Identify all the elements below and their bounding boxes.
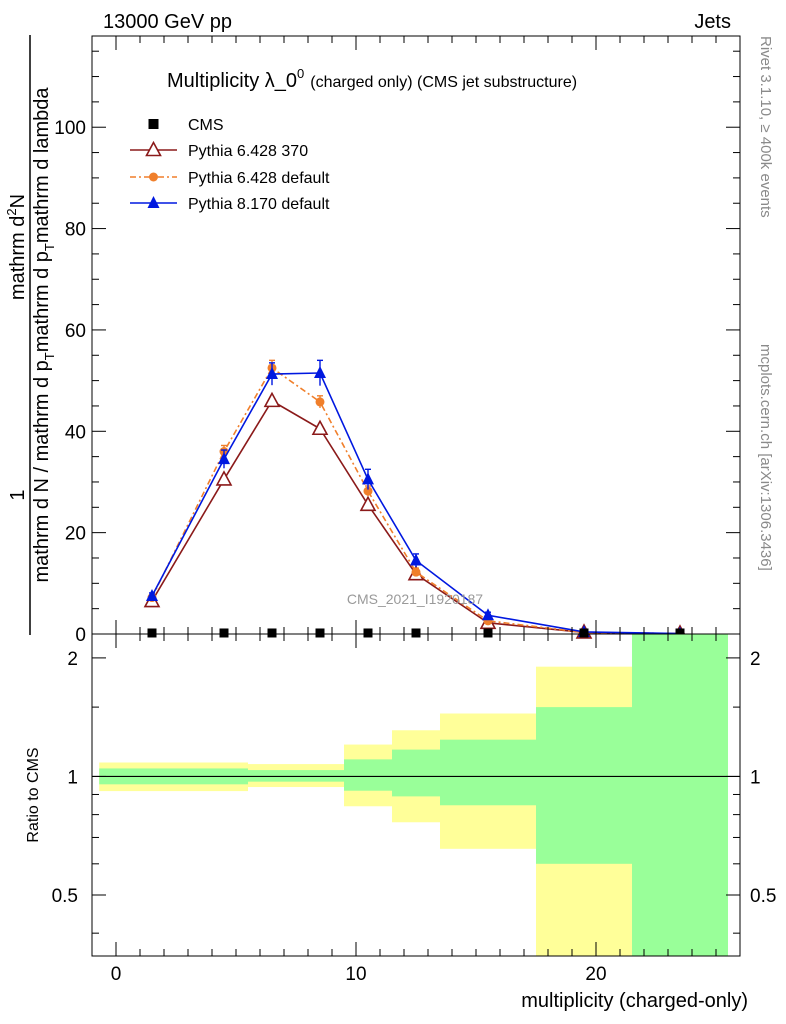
y-tick-label: 40 [65, 422, 86, 443]
plot-title: Multiplicity λ_00 (charged only) (CMS jet… [167, 66, 577, 92]
y-label-num-sup: 2 [4, 208, 19, 215]
ratio-inner-band-3 [392, 749, 440, 797]
data-point-pythia-6-428-370 [263, 391, 281, 408]
legend-label-pythia-6-428-default: Pythia 6.428 default [188, 170, 330, 187]
y-label-frac-top: 1 [7, 489, 29, 500]
x-tick-label: 20 [585, 964, 606, 985]
x-axis-label: multiplicity (charged-only) [521, 990, 748, 1012]
plot-title-sup: 0 [297, 66, 304, 81]
legend-label-pythia-6-428-370: Pythia 6.428 370 [188, 143, 308, 160]
legend-marker-pythia-6-428-default [149, 172, 158, 182]
data-point-pythia-8-170-default [146, 588, 158, 601]
data-point-pythia-6-428-default [363, 486, 373, 496]
category-label: Jets [694, 11, 731, 33]
mcplots-text: mcplots.cern.ch [arXiv:1306.3436] [757, 344, 774, 571]
data-point-pythia-6-428-370 [311, 419, 329, 436]
collision-label: 13000 GeV pp [103, 11, 232, 33]
y-tick-label: 0 [75, 625, 86, 646]
data-point-cms [147, 628, 157, 638]
ratio-y-label: Ratio to CMS [25, 747, 42, 842]
legend-label-pythia-8-170-default: Pythia 8.170 default [188, 196, 330, 213]
x-tick-label: 0 [111, 964, 122, 985]
y-tick-label: 60 [65, 321, 86, 342]
data-point-cms [411, 628, 421, 638]
ratio-panel: 0.5 0.51 12 20 10 20 [52, 633, 776, 985]
ratio-inner-band-2 [344, 759, 392, 791]
data-point-cms [363, 628, 373, 638]
ratio-inner-band-5 [536, 707, 632, 864]
y-axis-label: 1 mathrm d2N mathrm d N / mathrm d pTmat… [4, 35, 57, 635]
data-point-cms [675, 628, 685, 638]
watermark: CMS_2021_I1920187 [347, 591, 483, 607]
ratio-inner-band-6 [632, 634, 728, 956]
x-tick-label: 10 [345, 964, 366, 985]
data-point-pythia-6-428-default [411, 567, 421, 577]
data-point-pythia-8-170-default [362, 472, 374, 485]
y-tick-label: 20 [65, 524, 86, 545]
data-point-pythia-8-170-default [482, 608, 494, 621]
ratio-y-tick-label-left: 2 [67, 649, 78, 670]
data-point-pythia-8-170-default [410, 553, 422, 566]
legend-marker-cms [148, 119, 159, 129]
ratio-inner-band-4 [440, 739, 536, 806]
ratio-frame [91, 633, 741, 957]
y-label-den-sub2: T [42, 243, 57, 251]
data-point-cms [315, 628, 325, 638]
data-point-pythia-8-170-default [314, 366, 326, 379]
plot-title-main: Multiplicity λ_0 [167, 70, 297, 92]
y-label-numerator: mathrm d2N [4, 194, 29, 300]
y-label-num-tail: N [7, 194, 29, 208]
y-tick-label: 80 [65, 220, 86, 241]
ratio-y-tick-label-right: 0.5 [750, 886, 776, 907]
legend-label-cms: CMS [188, 117, 224, 134]
y-label-den-tail2: mathrm d lambda [31, 87, 53, 243]
data-point-pythia-6-428-370 [359, 495, 377, 512]
legend: CMS Pythia 6.428 370 Pythia 6.428 default P… [130, 117, 330, 213]
plot-title-suffix: (charged only) (CMS jet substructure) [310, 74, 577, 91]
ratio-y-tick-label-right: 2 [750, 649, 761, 670]
y-tick-label: 100 [54, 118, 86, 139]
y-label-denominator: mathrm d N / mathrm d pTmathrm d pTmathr… [31, 87, 57, 583]
data-point-pythia-6-428-370 [215, 470, 233, 486]
y-label-den-tail: mathrm d p [31, 251, 53, 352]
data-point-pythia-6-428-default [315, 397, 325, 407]
y-label-num-main: mathrm d [7, 216, 29, 300]
ratio-y-tick-label-right: 1 [750, 767, 761, 788]
data-point-pythia-8-170-default [266, 367, 278, 380]
data-point-cms [483, 628, 493, 638]
data-point-cms [267, 628, 277, 638]
y-label-den-main: mathrm d N / mathrm d p [31, 360, 53, 582]
ratio-y-tick-label-left: 1 [67, 767, 78, 788]
ratio-y-tick-label-left: 0.5 [52, 886, 78, 907]
data-point-cms [579, 628, 589, 638]
legend-marker-pythia-8-170-default [147, 196, 160, 208]
legend-marker-pythia-6-428-370 [145, 140, 162, 157]
data-point-pythia-8-170-default [218, 452, 230, 465]
data-point-cms [219, 628, 229, 638]
rivet-version-text: Rivet 3.1.10, ≥ 400k events [757, 36, 774, 218]
y-label-den-sub: T [42, 352, 57, 360]
